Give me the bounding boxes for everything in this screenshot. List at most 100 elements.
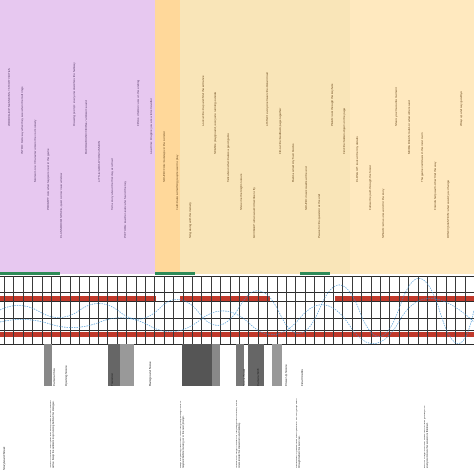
- column-text: Friends help each other find the way: [433, 161, 437, 210]
- grid-column-line: [465, 276, 466, 344]
- dark-cell: [272, 344, 282, 386]
- grid-column-line: [427, 276, 428, 344]
- grid-column-line: [399, 276, 400, 344]
- column-text: Drawing prompt: everyone sketches the ha…: [72, 62, 76, 126]
- notes-block: Keep the pacing calm here. Give the grou…: [180, 400, 185, 468]
- column-text: Moment one: Character enters the room sl…: [33, 119, 37, 182]
- grid-column-line: [4, 276, 5, 344]
- dark-cell: [248, 344, 264, 386]
- grid-column-line: [333, 276, 334, 344]
- grid-column-line: [380, 276, 381, 344]
- dark-cell: [182, 344, 212, 386]
- column-text: LITTLE GROUP DISCUSSION: [98, 140, 102, 182]
- notes-block: Notes on sound: start quiet and slowly b…: [50, 400, 55, 468]
- band-purple: [0, 0, 155, 274]
- grid-line: [0, 318, 474, 319]
- grid-column-line: [408, 276, 409, 344]
- grid-column-line: [98, 276, 99, 344]
- grid-column-line: [295, 276, 296, 344]
- grid-column-line: [361, 276, 362, 344]
- grid-column-line: [277, 276, 278, 344]
- grid-column-line: [60, 276, 61, 344]
- row-label: Opening Scene: [64, 365, 68, 386]
- grid-column-line: [183, 276, 184, 344]
- grid-column-line: [51, 276, 52, 344]
- column-text: OPEN QUESTION: what would you change: [446, 179, 450, 238]
- grid-column-line: [352, 276, 353, 344]
- grid-line: [0, 301, 474, 302]
- notes-block: Visual note: bright colours for the play…: [236, 399, 241, 468]
- grid-column-line: [70, 276, 71, 344]
- notes-block: End on a high note with music and a clea…: [424, 405, 429, 468]
- column-text: SCENE: playground, everyone running outs…: [214, 91, 218, 154]
- band-peach: [350, 0, 474, 274]
- grid-column-line: [23, 276, 24, 344]
- grid-column-line: [342, 276, 343, 344]
- band-orange: [155, 0, 180, 274]
- dark-cell: [44, 344, 52, 386]
- column-text: SPEAK: tell us one word for the story: [382, 188, 386, 238]
- grid-column-line: [314, 276, 315, 344]
- row-label: Scene Break: [242, 368, 246, 386]
- column-text: Find the hidden object on the page: [343, 107, 347, 154]
- column-text: Look at the map and find the entrance: [201, 75, 205, 126]
- green-marker-2: [155, 272, 195, 275]
- column-text: WORKSHOP SESSIONS / STORY NOTES: [8, 68, 11, 126]
- red-timeline-bar: [0, 332, 474, 337]
- column-text: The game continues in the next room: [420, 132, 424, 182]
- dark-cell: [236, 344, 244, 386]
- grid-column-line: [164, 276, 165, 344]
- column-text: Show me the bright colours: [240, 173, 244, 210]
- notes-block: Remember to pause after each question. L…: [296, 398, 301, 468]
- column-text: CLASSROOM SPACE, quiet corner near windo…: [59, 172, 63, 238]
- footer-label: Storyboard Sheet: [2, 446, 6, 470]
- grid-column-line: [455, 276, 456, 344]
- column-text: BACKGROUND NOISE / ambient sound: [85, 100, 89, 154]
- grid-column-line: [286, 276, 287, 344]
- row-label: Close Up Scene: [284, 364, 288, 386]
- grid-column-line: [418, 276, 419, 344]
- grid-column-line: [107, 276, 108, 344]
- column-text: Pause for the question at the end: [317, 193, 321, 238]
- column-text: Build a small city from blocks: [291, 143, 295, 182]
- grid-column-line: [239, 276, 240, 344]
- column-text: SOUND: music swells at the end: [304, 166, 308, 210]
- grid-line: [0, 330, 474, 331]
- grid-column-line: [79, 276, 80, 344]
- column-text: PEEK: look through the keyhole: [330, 83, 334, 126]
- grid-column-line: [305, 276, 306, 344]
- dark-cell: [108, 344, 120, 386]
- red-timeline-bar: [335, 296, 474, 301]
- column-text: LISTEN: everyone hears the distant train: [266, 71, 269, 126]
- grid-column-line: [436, 276, 437, 344]
- grid-column-line: [220, 276, 221, 344]
- row-label: Background Noise: [148, 361, 152, 386]
- column-text: Share your favourite moment: [395, 87, 398, 126]
- row-label: Transition: [110, 372, 114, 386]
- grid-column-line: [324, 276, 325, 344]
- grid-column-line: [248, 276, 249, 344]
- grid-column-line: [117, 276, 118, 344]
- column-text: SOUND CUE: footsteps in the corridor: [162, 130, 166, 182]
- grid-column-line: [42, 276, 43, 344]
- band-cream: [180, 0, 350, 274]
- grid-column-line: [136, 276, 137, 344]
- grid-column-line: [267, 276, 268, 344]
- column-text: Lead line: Imagine you are a time travel…: [149, 98, 153, 154]
- column-text: GO DEEP: what would it feel like to fly: [253, 187, 257, 238]
- grid-column-line: [154, 276, 155, 344]
- grid-column-line: [126, 276, 127, 344]
- grid-line: [0, 276, 474, 277]
- grid-column-line: [258, 276, 259, 344]
- grid-column-line: [201, 276, 202, 344]
- grid-column-line: [32, 276, 33, 344]
- column-text: Talk about what makes a good game: [227, 133, 231, 182]
- column-text: I will make something people want to pla…: [175, 154, 179, 210]
- grid-column-line: [89, 276, 90, 344]
- row-label: Camera Shift: [256, 368, 260, 386]
- row-label: Final Credits: [300, 369, 304, 386]
- column-text: PICTURE: teacher asks who found the key: [124, 180, 128, 238]
- grid-column-line: [145, 276, 146, 344]
- column-text: Sing along with the melody: [188, 202, 192, 238]
